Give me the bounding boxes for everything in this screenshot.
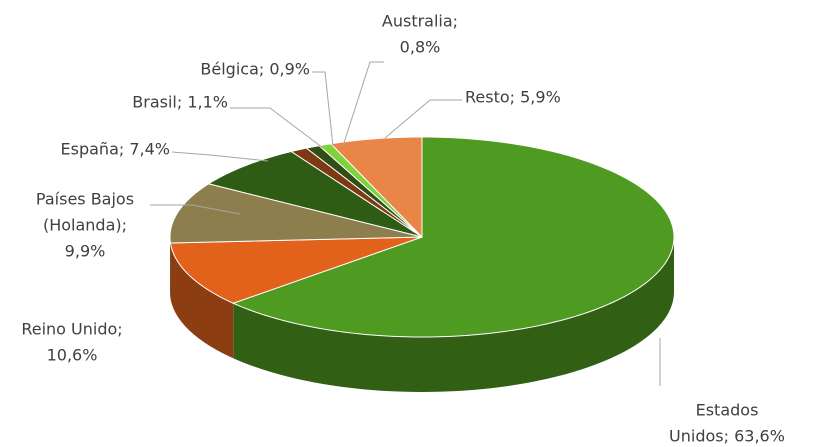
pie-side <box>233 237 674 392</box>
data-label: Bélgica; 0,9% <box>200 60 310 79</box>
leader-line <box>150 204 241 215</box>
pie-side <box>170 242 234 359</box>
data-label: Australia; <box>382 12 458 31</box>
data-label: Unidos; 63,6% <box>669 427 785 446</box>
data-label: Reino Unido; <box>21 320 122 339</box>
data-label: Países Bajos <box>36 190 134 209</box>
data-label: 9,9% <box>65 242 106 261</box>
pie-slice <box>231 136 675 338</box>
data-label: Estados <box>696 401 759 420</box>
data-label: 0,8% <box>400 38 441 57</box>
data-label: Brasil; 1,1% <box>132 93 228 112</box>
leader-line <box>384 99 462 139</box>
data-label: Resto; 5,9% <box>465 88 561 107</box>
leader-line <box>312 71 334 147</box>
pie-slice <box>329 136 423 239</box>
pie-slice <box>169 236 423 304</box>
pie-slice <box>169 183 423 244</box>
leader-line <box>342 61 384 147</box>
data-label: 10,6% <box>47 346 98 365</box>
leader-line <box>230 107 324 149</box>
data-label: (Holanda); <box>43 216 127 235</box>
pie-slice <box>207 150 423 238</box>
leader-line <box>171 151 269 162</box>
data-label: España; 7,4% <box>61 140 170 159</box>
